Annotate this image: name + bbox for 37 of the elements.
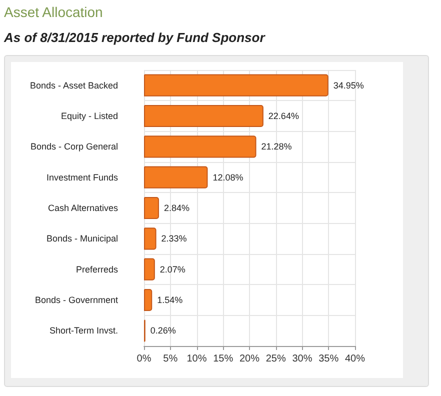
y-tick-label: Cash Alternatives bbox=[48, 203, 118, 213]
data-label: 34.95% bbox=[333, 80, 364, 90]
x-tick-label: 5% bbox=[163, 354, 178, 364]
y-tick-label: Equity - Listed bbox=[60, 111, 118, 121]
y-tick-label: Bonds - Municipal bbox=[46, 234, 118, 244]
bar bbox=[144, 136, 256, 158]
y-tick-label: Bonds - Government bbox=[34, 295, 118, 305]
x-tick-label: 25% bbox=[266, 354, 286, 364]
data-label: 21.28% bbox=[261, 142, 292, 152]
y-tick-label: Short-Term Invst. bbox=[49, 326, 118, 336]
x-tick-label: 20% bbox=[239, 354, 260, 364]
x-tick-label: 35% bbox=[318, 354, 339, 364]
bar bbox=[144, 288, 152, 312]
chart-title: Asset Allocation bbox=[4, 4, 104, 20]
y-tick-label: Investment Funds bbox=[46, 172, 118, 182]
bar bbox=[144, 196, 159, 220]
bar bbox=[144, 228, 156, 250]
bar bbox=[144, 104, 264, 128]
y-tick-label: Bonds - Corp General bbox=[30, 142, 118, 152]
data-label: 1.54% bbox=[157, 295, 183, 305]
data-label: 12.08% bbox=[212, 172, 244, 182]
x-tick-label: 10% bbox=[186, 354, 207, 364]
x-tick-label: 15% bbox=[213, 354, 234, 364]
data-label: 0.26% bbox=[150, 326, 176, 336]
x-tick-label: 0% bbox=[136, 354, 152, 364]
bar bbox=[144, 166, 208, 188]
x-tick-label: 30% bbox=[292, 354, 312, 364]
bar bbox=[144, 258, 155, 280]
y-tick-label: Bonds - Asset Backed bbox=[30, 80, 118, 90]
y-tick-label: Preferreds bbox=[76, 264, 118, 274]
chart-subtitle: As of 8/31/2015 reported by Fund Sponsor bbox=[4, 30, 266, 45]
x-tick-label: 40% bbox=[344, 354, 366, 364]
data-label: 2.33% bbox=[161, 234, 187, 244]
data-label: 2.07% bbox=[160, 264, 186, 274]
bar bbox=[144, 74, 328, 96]
data-label: 22.64% bbox=[268, 111, 299, 121]
data-label: 2.84% bbox=[164, 203, 190, 213]
